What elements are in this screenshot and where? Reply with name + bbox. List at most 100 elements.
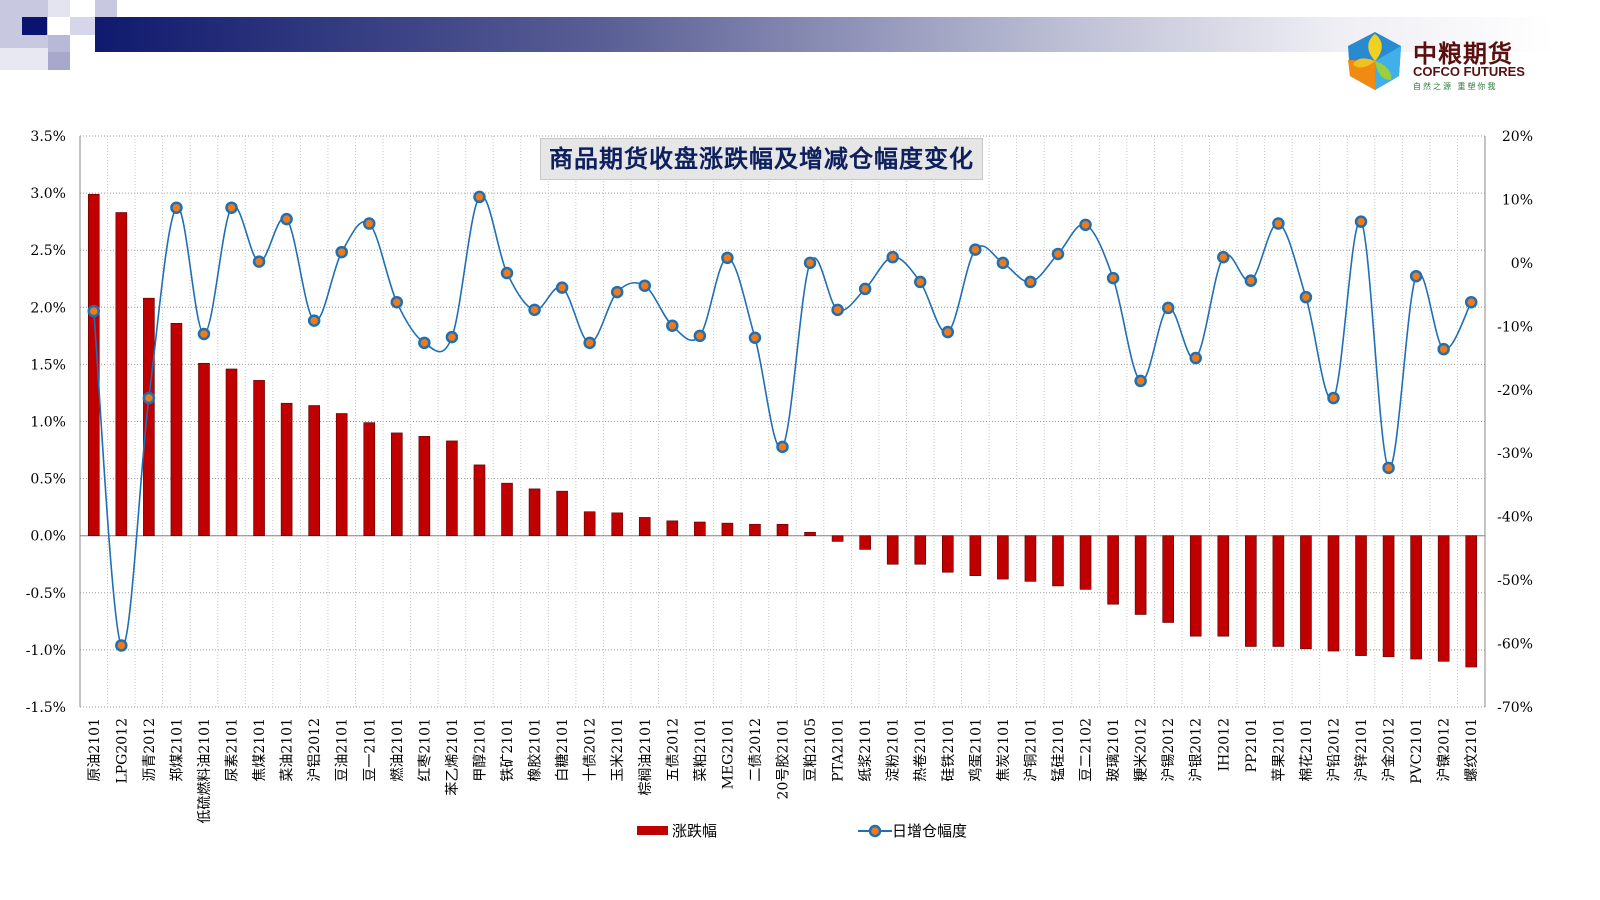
- x-tick-label: 棉花2101: [1298, 718, 1315, 782]
- left-tick-label: 3.0%: [30, 186, 66, 202]
- bar-燃油2101: [391, 432, 403, 537]
- right-tick-label: 0%: [1511, 256, 1533, 272]
- x-tick-label: 橡胶2101: [527, 718, 544, 782]
- right-tick-label: 10%: [1502, 192, 1533, 208]
- point-沪铝2012: [307, 314, 321, 327]
- logo-cn: 中粮期货: [1413, 40, 1513, 68]
- chart-title: 商品期货收盘涨跌幅及增减仓幅度变化: [540, 138, 983, 180]
- point-苯乙烯2101: [445, 330, 459, 344]
- cofco-logo: 中粮期货 COFCO FUTURES 自然之源 重塑你我: [1345, 30, 1565, 95]
- bar-纸浆2101: [859, 535, 871, 550]
- legend-label: 涨跌幅: [672, 822, 718, 840]
- point-玉米2101: [610, 285, 624, 299]
- left-tick-label: 2.5%: [30, 243, 66, 259]
- bar-锰硅2101: [1052, 535, 1064, 587]
- decor-square: [95, 0, 117, 17]
- bar-沪铜2101: [1024, 535, 1037, 582]
- point-五债2012: [666, 319, 679, 332]
- bar-二债2012: [749, 523, 761, 537]
- x-tick-label: 菜油2101: [280, 718, 296, 782]
- legend-label: 日增仓幅度: [892, 822, 968, 840]
- x-tick-label: 豆二2102: [1079, 718, 1095, 782]
- point-棕榈油2101: [638, 279, 652, 292]
- point-沪锌2101: [1354, 215, 1368, 228]
- bar-十债2012: [583, 511, 596, 536]
- point-沪锡2012: [1161, 301, 1175, 315]
- point-豆一2101: [363, 217, 376, 230]
- x-tick-label: 锰硅2101: [1051, 718, 1067, 782]
- decor-square: [48, 0, 70, 17]
- bar-玻璃2101: [1107, 535, 1119, 605]
- bar-PVC2101: [1410, 535, 1422, 660]
- point-十债2012: [583, 336, 596, 350]
- x-tick-label: 螺纹2101: [1464, 718, 1480, 782]
- point-郑煤2101: [170, 201, 183, 214]
- bar-玉米2101: [611, 512, 624, 536]
- right-tick-label: -20%: [1497, 383, 1533, 399]
- bar-MEG2101: [721, 522, 734, 537]
- bar-橡胶2101: [528, 488, 541, 536]
- point-橡胶2101: [528, 303, 541, 317]
- point-菜粕2101: [693, 329, 707, 343]
- point-沪镍2012: [1437, 342, 1450, 356]
- point-硅铁2101: [941, 325, 955, 339]
- header-gradient-bar: [95, 17, 1555, 52]
- bar-尿素2101: [225, 368, 238, 536]
- x-tick-label: 二债2012: [748, 718, 764, 782]
- x-tick-label: 玻璃2101: [1105, 718, 1122, 782]
- x-tick-label: MEG2101: [720, 718, 736, 789]
- point-白糖2101: [555, 281, 569, 294]
- point-锰硅2101: [1051, 247, 1065, 261]
- x-tick-label: 豆粕2105: [803, 718, 819, 782]
- x-tick-label: 豆油2101: [335, 718, 351, 782]
- point-纸浆2101: [858, 282, 872, 296]
- bar-沥青2012: [143, 297, 155, 536]
- point-低硫燃料油2101: [197, 327, 211, 341]
- x-tick-label: 低硫燃料油2101: [196, 718, 213, 824]
- bar-菜油2101: [280, 402, 293, 536]
- logo-tagline: 自然之源 重塑你我: [1413, 82, 1498, 91]
- decor-square: [48, 35, 70, 52]
- left-tick-label: 1.5%: [30, 357, 66, 373]
- left-tick-label: -0.5%: [26, 586, 66, 602]
- left-tick-label: 2.0%: [30, 300, 66, 316]
- point-尿素2101: [225, 201, 238, 214]
- point-甲醇2101: [473, 190, 486, 204]
- bar-LPG2012: [115, 212, 128, 537]
- logo-hexagon-icon: [1348, 32, 1401, 90]
- bar-甲醇2101: [473, 464, 486, 536]
- bar-焦炭2101: [997, 535, 1009, 580]
- point-豆粕2105: [803, 256, 817, 270]
- bar-沪锡2012: [1162, 535, 1174, 623]
- x-tick-label: 菜粕2101: [693, 718, 709, 782]
- bar-沪铅2012: [1327, 535, 1340, 652]
- point-棉花2101: [1299, 290, 1313, 304]
- bar-菜粕2101: [694, 521, 706, 536]
- point-豆二2102: [1079, 218, 1092, 232]
- x-tick-label: 沪铅2012: [1326, 718, 1342, 782]
- bar-沪铝2012: [308, 405, 320, 536]
- bar-豆一2101: [363, 422, 376, 536]
- bar-螺纹2101: [1465, 535, 1478, 668]
- point-红枣2101: [418, 336, 431, 350]
- bar-沪镍2012: [1437, 535, 1450, 662]
- x-tick-label: 棕榈油2101: [638, 718, 654, 796]
- decor-square: [70, 17, 95, 35]
- x-tick-label: PTA2101: [831, 718, 847, 782]
- point-原油2101: [87, 304, 101, 318]
- logo-en: COFCO FUTURES: [1413, 64, 1525, 79]
- right-tick-label: -60%: [1497, 637, 1533, 653]
- bar-粳米2012: [1134, 535, 1147, 615]
- x-tick-label: 沪镍2012: [1437, 718, 1453, 782]
- bar-沪锌2101: [1355, 535, 1367, 656]
- left-tick-label: 0.0%: [30, 529, 66, 545]
- x-tick-label: IH2012: [1216, 718, 1232, 771]
- point-苹果2101: [1272, 217, 1285, 230]
- point-焦煤2101: [252, 255, 266, 268]
- left-tick-label: -1.0%: [26, 643, 66, 659]
- point-粳米2012: [1134, 374, 1147, 388]
- bar-IH2012: [1217, 535, 1230, 637]
- x-tick-label: 沪银2012: [1189, 718, 1205, 782]
- point-焦炭2101: [996, 256, 1010, 270]
